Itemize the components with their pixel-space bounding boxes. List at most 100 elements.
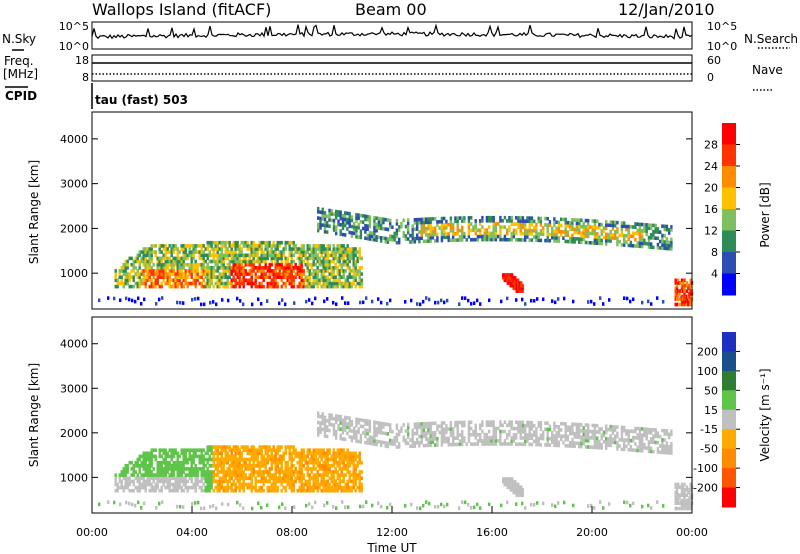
power-cell <box>569 239 572 244</box>
velocity-cell <box>517 423 520 428</box>
power-cell <box>214 247 217 251</box>
power-cell <box>420 230 423 234</box>
power-cell <box>236 296 239 301</box>
velocity-cell <box>461 433 464 437</box>
velocity-cell <box>524 426 527 431</box>
power-cell <box>344 284 347 289</box>
velocity-colorbar-tick-label: -15 <box>700 423 718 436</box>
power-cell <box>629 240 633 245</box>
velocity-cell <box>485 432 489 437</box>
velocity-cell <box>142 485 145 490</box>
power-cell <box>317 206 320 211</box>
velocity-cell <box>355 439 358 443</box>
power-cell <box>348 218 351 222</box>
velocity-cell <box>160 479 163 484</box>
power-cell <box>526 232 529 236</box>
velocity-cell <box>292 488 295 493</box>
velocity-cell <box>320 454 323 459</box>
velocity-cell <box>515 433 518 437</box>
power-cell <box>224 250 227 254</box>
power-cell <box>227 298 230 303</box>
velocity-cell <box>661 438 664 442</box>
power-cell <box>132 284 135 289</box>
power-cell <box>242 259 245 264</box>
velocity-cell <box>194 454 197 459</box>
power-cell <box>354 259 357 264</box>
power-cell <box>312 281 315 286</box>
power-cell <box>364 217 367 222</box>
power-cell <box>184 275 187 279</box>
power-cell <box>338 281 341 286</box>
velocity-cell <box>384 441 387 445</box>
power-cell <box>530 298 533 303</box>
power-cell <box>248 259 251 264</box>
velocity-cell <box>508 442 511 446</box>
velocity-cell <box>515 488 518 492</box>
velocity-cell <box>569 425 572 430</box>
velocity-cell <box>142 482 145 487</box>
velocity-cell <box>682 501 685 505</box>
velocity-cell <box>146 451 149 456</box>
power-cell <box>322 281 325 286</box>
velocity-cell <box>593 430 597 434</box>
power-cell <box>528 238 531 242</box>
power-cell <box>272 278 275 283</box>
velocity-cell <box>654 431 657 435</box>
power-cell <box>530 222 534 227</box>
power-cell <box>248 253 251 258</box>
power-cell <box>154 253 157 258</box>
power-cell <box>407 227 410 232</box>
velocity-cell <box>306 482 309 487</box>
velocity-cell <box>260 448 263 452</box>
velocity-cell <box>250 482 253 487</box>
power-cell <box>294 262 297 267</box>
power-cell <box>212 253 215 258</box>
power-cell <box>240 247 243 251</box>
power-cell <box>236 281 239 286</box>
velocity-cell <box>645 436 648 441</box>
power-cell <box>154 244 157 248</box>
velocity-cell <box>240 482 243 487</box>
velocity-cell <box>590 503 593 508</box>
power-cell <box>618 233 621 238</box>
power-cell <box>342 284 345 289</box>
velocity-cell <box>411 428 414 433</box>
freq-tick-bottom: 8 <box>82 71 89 84</box>
power-cell <box>156 269 159 273</box>
power-cell <box>413 221 417 225</box>
velocity-cell <box>682 488 685 492</box>
velocity-cell <box>122 485 125 490</box>
velocity-cell <box>198 448 201 452</box>
velocity-cell <box>609 428 612 432</box>
power-cell <box>656 296 659 300</box>
velocity-cell <box>310 467 313 471</box>
velocity-cell <box>336 476 339 481</box>
power-cell <box>354 275 357 279</box>
velocity-cell <box>317 430 320 434</box>
power-cell <box>544 223 547 227</box>
power-cell <box>407 224 410 229</box>
velocity-cell <box>350 438 354 443</box>
velocity-cell <box>647 503 650 508</box>
velocity-cell <box>208 464 211 468</box>
velocity-cell <box>258 473 261 477</box>
power-cell <box>182 284 185 289</box>
velocity-cell <box>654 428 657 432</box>
power-cell <box>467 228 471 233</box>
power-cell <box>334 281 337 286</box>
power-cell <box>176 256 179 261</box>
power-cell <box>138 253 141 258</box>
velocity-cell <box>268 479 271 484</box>
power-cell <box>492 222 495 226</box>
velocity-cell <box>656 450 660 454</box>
power-cell <box>272 244 275 248</box>
power-cell <box>632 231 635 236</box>
power-cell <box>503 215 507 220</box>
velocity-cell <box>598 439 601 444</box>
power-cell <box>503 225 507 229</box>
velocity-cell <box>431 440 435 444</box>
velocity-cell <box>674 482 677 487</box>
power-cell <box>398 240 401 245</box>
velocity-cell <box>258 485 261 490</box>
velocity-cell <box>614 440 617 445</box>
